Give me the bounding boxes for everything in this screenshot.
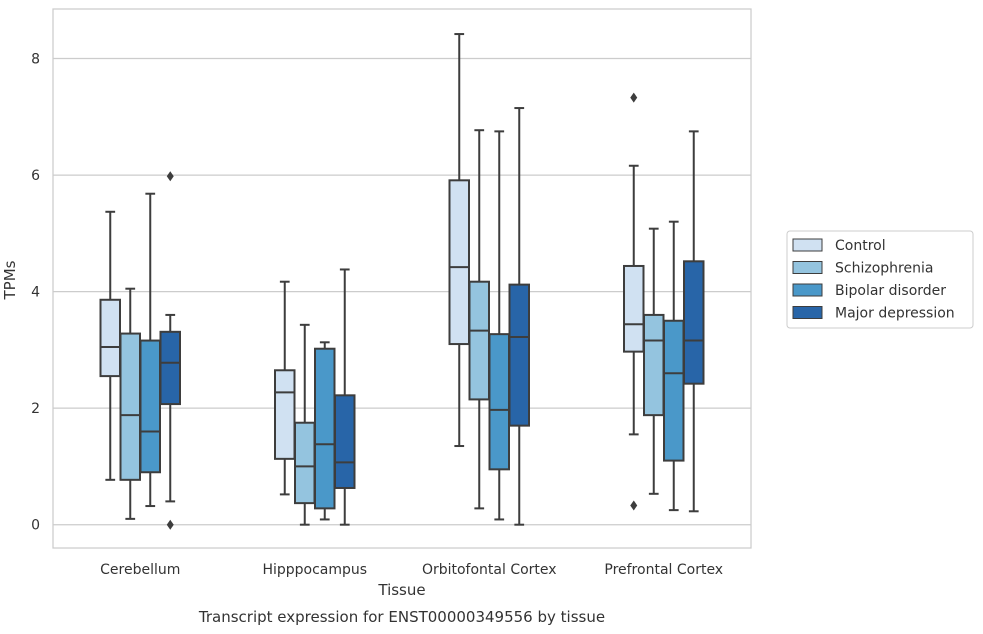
plot-area-frame (52, 8, 752, 549)
x-axis-ticks: Cerebellum Hipppocampus Orbitofontal Corte… (100, 562, 723, 578)
box-schizophrenia (643, 227, 665, 495)
legend: Control Schizophrenia Bipolar disorder Majo… (786, 230, 974, 329)
box-bipolar-disorder (663, 220, 685, 512)
box-bipolar-disorder (314, 341, 336, 521)
legend-swatch (792, 261, 823, 274)
box-iqr (508, 283, 530, 427)
box-iqr (119, 332, 141, 481)
outlier-point (630, 500, 638, 511)
outlier-point (166, 519, 174, 530)
chart-caption: Transcript expression for ENST0000034955… (198, 608, 605, 626)
y-tick-label: 6 (31, 168, 40, 184)
outlier-point (166, 171, 174, 182)
x-tick-label: Orbitofontal Cortex (422, 562, 557, 578)
box-iqr (683, 260, 705, 385)
box-bipolar-disorder (488, 130, 510, 521)
box-iqr (663, 319, 685, 462)
box-schizophrenia (468, 129, 490, 510)
x-axis-label: Tissue (377, 581, 425, 599)
box-major-depression (508, 107, 530, 526)
y-axis-ticks: 0 2 4 6 8 (31, 52, 40, 534)
legend-swatch (792, 238, 823, 252)
box-major-depression (683, 130, 705, 513)
legend-label: Schizophrenia (835, 261, 933, 277)
box-iqr (448, 179, 470, 346)
legend-swatch (792, 283, 823, 297)
x-tick-label: Hipppocampus (262, 562, 367, 578)
box-iqr (623, 264, 645, 353)
box-schizophrenia (294, 323, 316, 526)
box-iqr (334, 394, 356, 489)
box-schizophrenia (119, 287, 141, 520)
box-major-depression (334, 268, 356, 526)
box-iqr (314, 347, 336, 510)
outlier-point (630, 92, 638, 103)
box-iqr (488, 333, 510, 471)
box-major-depression (159, 171, 181, 530)
box-control (99, 210, 121, 481)
legend-label: Major depression (835, 306, 955, 322)
box-iqr (643, 313, 665, 417)
box-control (623, 92, 645, 511)
box-iqr (139, 339, 161, 474)
legend-frame (786, 230, 974, 329)
y-tick-label: 2 (31, 401, 40, 417)
x-tick-label: Prefrontal Cortex (604, 562, 723, 578)
y-tick-label: 4 (31, 285, 40, 301)
box-iqr (294, 421, 316, 505)
y-axis-label: TPMs (1, 260, 19, 300)
x-tick-label: Cerebellum (100, 562, 180, 578)
y-tick-label: 0 (31, 518, 40, 534)
box-iqr (159, 330, 181, 406)
legend-label: Bipolar disorder (835, 283, 946, 299)
box-control (448, 33, 470, 448)
box-series-group (99, 33, 705, 530)
legend-swatch (792, 306, 823, 319)
box-iqr (274, 369, 296, 460)
y-tick-label: 8 (31, 52, 40, 68)
box-iqr (468, 280, 490, 401)
box-iqr (99, 298, 121, 378)
legend-label: Control (835, 238, 886, 254)
box-control (274, 280, 296, 496)
box-bipolar-disorder (139, 192, 161, 508)
